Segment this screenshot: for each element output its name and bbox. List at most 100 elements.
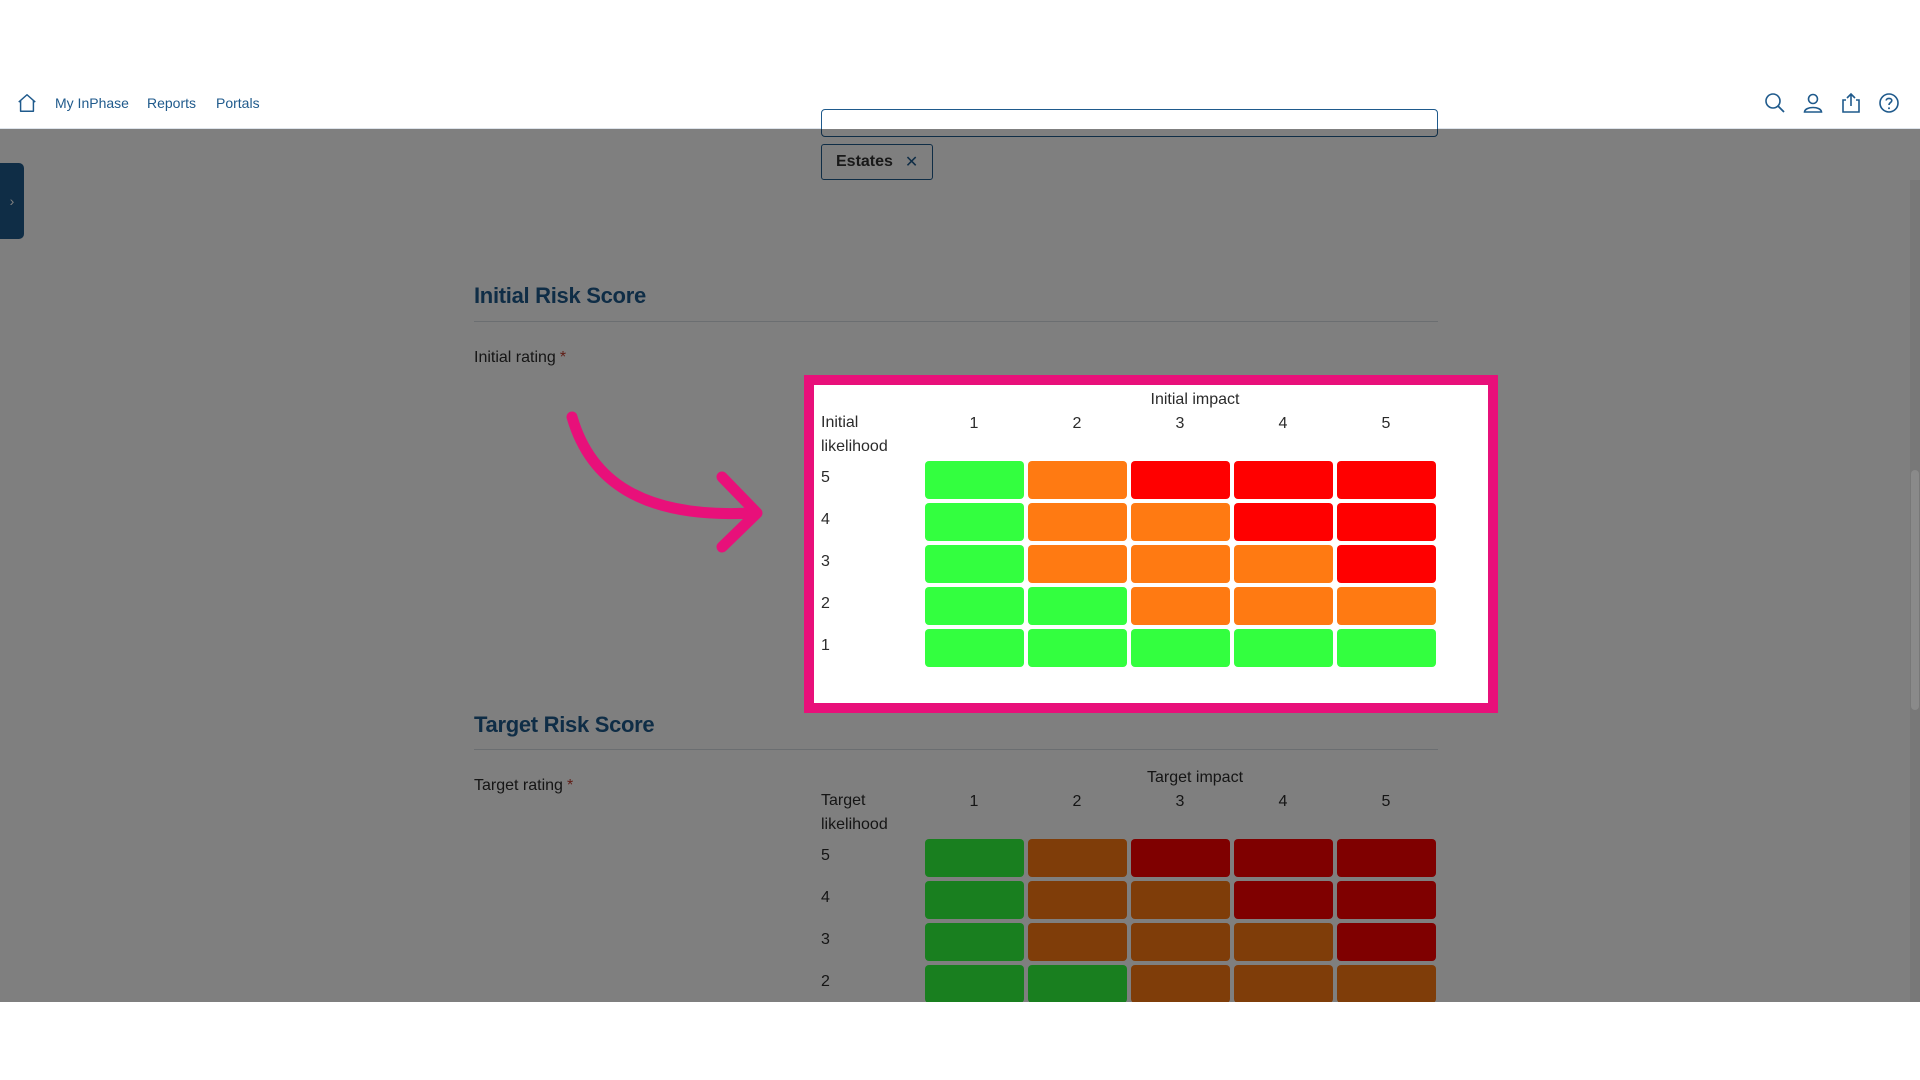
initial-matrix-cell[interactable] [1131, 587, 1230, 625]
initial-matrix-cell[interactable] [925, 629, 1024, 667]
home-icon[interactable] [16, 92, 38, 114]
target-matrix-cell[interactable] [1131, 965, 1230, 1002]
main-content: › Estates ✕ Initial Risk Score Initial r… [0, 109, 1920, 1002]
selected-tag: Estates ✕ [821, 144, 934, 180]
initial-column-header: 4 [1278, 415, 1288, 432]
initial-matrix-cell[interactable] [1234, 629, 1333, 667]
initial-impact-title: Initial impact [1150, 391, 1240, 408]
target-row-header: 3 [821, 931, 830, 948]
initial-matrix-cell[interactable] [925, 461, 1024, 499]
target-column-header: 4 [1278, 793, 1288, 810]
target-matrix-cell[interactable] [1337, 965, 1436, 1002]
initial-column-header: 2 [1072, 415, 1082, 432]
target-row-header: 5 [821, 847, 830, 864]
app-stage: My InPhase Reports Portals › Estates ✕ [0, 78, 1920, 1002]
initial-matrix-cell[interactable] [1234, 503, 1333, 541]
highlight-box: Initial impact Initial likelihood 1 2 3 4 5 5 4 3… [804, 375, 1498, 713]
target-column-header: 1 [969, 793, 979, 810]
initial-matrix-cell[interactable] [1131, 545, 1230, 583]
nav-my-inphase[interactable]: My InPhase [55, 95, 129, 111]
target-rating-label: Target rating * [474, 777, 573, 795]
initial-matrix-cell[interactable] [1234, 461, 1333, 499]
initial-section-divider [474, 321, 1438, 322]
initial-matrix-cell[interactable] [1337, 629, 1436, 667]
target-section-divider [474, 749, 1438, 750]
help-icon[interactable] [1877, 91, 1901, 115]
sidebar-toggle-button[interactable]: › [0, 163, 24, 239]
target-section-title: Target Risk Score [474, 712, 655, 737]
target-matrix-cell[interactable] [1337, 923, 1436, 961]
initial-matrix-cell[interactable] [1131, 503, 1230, 541]
initial-column-header: 1 [969, 415, 979, 432]
target-impact-title: Target impact [1146, 769, 1244, 786]
target-column-header: 2 [1072, 793, 1082, 810]
initial-matrix-cell[interactable] [1234, 587, 1333, 625]
initial-matrix-cell[interactable] [1028, 545, 1127, 583]
target-matrix-cell[interactable] [1234, 965, 1333, 1002]
target-matrix-cell[interactable] [1028, 923, 1127, 961]
initial-matrix-cell[interactable] [1337, 461, 1436, 499]
target-matrix-cell[interactable] [1028, 881, 1127, 919]
search-icon[interactable] [1763, 91, 1787, 115]
initial-row-header: 5 [821, 469, 830, 486]
initial-matrix-cell[interactable] [925, 545, 1024, 583]
target-matrix-cell[interactable] [1234, 881, 1333, 919]
initial-rating-text: Initial rating [474, 349, 556, 366]
target-row-header: 4 [821, 889, 830, 906]
curved-arrow-annotation [566, 411, 763, 553]
target-matrix-cell[interactable] [925, 881, 1024, 919]
initial-matrix-cell[interactable] [1028, 587, 1127, 625]
target-matrix-cell[interactable] [925, 965, 1024, 1002]
nav-reports[interactable]: Reports [147, 95, 197, 111]
initial-matrix-cell[interactable] [925, 503, 1024, 541]
initial-row-header: 3 [821, 553, 830, 570]
initial-section-title: Initial Risk Score [474, 283, 646, 308]
target-matrix-cell[interactable] [1131, 839, 1230, 877]
initial-risk-matrix: Initial impact Initial likelihood 1 2 3 4 5 5 4 3… [821, 391, 1438, 671]
target-column-header: 3 [1175, 793, 1185, 810]
nav-portals[interactable]: Portals [216, 95, 260, 111]
target-matrix-cell[interactable] [1028, 965, 1127, 1002]
target-matrix-cell[interactable] [925, 923, 1024, 961]
tag-label: Estates [836, 153, 893, 170]
required-marker: * [566, 777, 574, 794]
initial-matrix-cell[interactable] [1131, 629, 1230, 667]
user-icon[interactable] [1801, 91, 1825, 115]
initial-matrix-cell[interactable] [1131, 461, 1230, 499]
initial-matrix-cell[interactable] [1337, 587, 1436, 625]
vertical-scrollbar[interactable] [1910, 180, 1920, 1002]
target-matrix-cell[interactable] [1131, 923, 1230, 961]
initial-matrix-cell[interactable] [1028, 461, 1127, 499]
target-matrix-cell[interactable] [1234, 839, 1333, 877]
target-matrix-cell[interactable] [925, 839, 1024, 877]
target-matrix-cell[interactable] [1234, 923, 1333, 961]
target-matrix-cell[interactable] [1337, 881, 1436, 919]
target-likelihood-label: Target likelihood [821, 792, 888, 833]
scrollbar-thumb[interactable] [1911, 470, 1919, 710]
initial-row-header: 4 [821, 511, 830, 528]
initial-matrix-cell[interactable] [1028, 629, 1127, 667]
target-rating-text: Target rating [474, 777, 563, 794]
initial-likelihood-label: Initial likelihood [821, 414, 888, 455]
required-marker: * [559, 349, 567, 366]
initial-matrix-cell[interactable] [1028, 503, 1127, 541]
target-matrix-cell[interactable] [1028, 839, 1127, 877]
target-risk-matrix: Target impact Target likelihood 1 2 3 4 5 5 4 3 2 [821, 769, 1438, 1002]
target-matrix-cell[interactable] [1337, 839, 1436, 877]
initial-column-header: 3 [1175, 415, 1185, 432]
initial-matrix-cell[interactable] [925, 587, 1024, 625]
initial-row-header: 2 [821, 595, 830, 612]
target-row-header: 2 [821, 973, 830, 990]
department-input[interactable] [821, 109, 1438, 137]
share-icon[interactable] [1839, 91, 1863, 115]
target-matrix-cell[interactable] [1131, 881, 1230, 919]
chevron-right-icon: › [9, 193, 15, 209]
initial-matrix-cell[interactable] [1234, 545, 1333, 583]
tag-remove-icon[interactable]: ✕ [904, 154, 919, 171]
target-column-header: 5 [1381, 793, 1391, 810]
initial-matrix-cell[interactable] [1337, 545, 1436, 583]
initial-matrix-cell[interactable] [1337, 503, 1436, 541]
initial-column-header: 5 [1381, 415, 1391, 432]
initial-row-header: 1 [821, 637, 830, 654]
initial-rating-label: Initial rating * [474, 349, 566, 367]
